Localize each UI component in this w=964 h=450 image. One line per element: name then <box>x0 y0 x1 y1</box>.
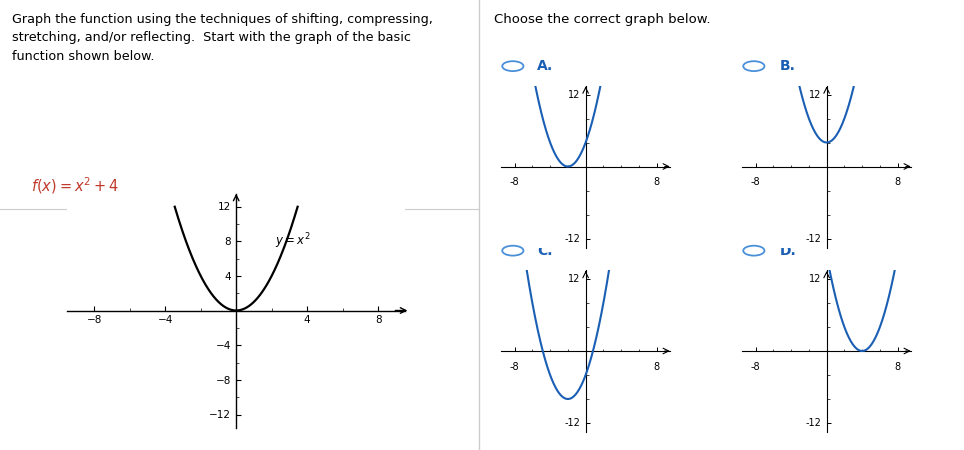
Text: -8: -8 <box>510 177 520 187</box>
Text: 8: 8 <box>654 362 659 372</box>
Text: 8: 8 <box>895 177 900 187</box>
Text: $\mathit{y = x^2}$: $\mathit{y = x^2}$ <box>276 232 310 251</box>
Text: -8: -8 <box>510 362 520 372</box>
Text: -8: -8 <box>751 362 761 372</box>
Text: D.: D. <box>780 243 796 258</box>
Text: -12: -12 <box>565 418 580 428</box>
Text: 12: 12 <box>568 274 580 284</box>
Text: A.: A. <box>537 59 553 73</box>
Text: -12: -12 <box>806 418 821 428</box>
Text: -12: -12 <box>565 234 580 243</box>
Text: 12: 12 <box>809 90 821 99</box>
Text: C.: C. <box>537 243 552 258</box>
Text: Graph the function using the techniques of shifting, compressing,
stretching, an: Graph the function using the techniques … <box>12 14 433 63</box>
Text: Choose the correct graph below.: Choose the correct graph below. <box>494 14 710 27</box>
Text: -12: -12 <box>806 234 821 243</box>
Text: 12: 12 <box>809 274 821 284</box>
Text: 8: 8 <box>654 177 659 187</box>
Text: 8: 8 <box>895 362 900 372</box>
Text: 12: 12 <box>568 90 580 99</box>
Text: -8: -8 <box>751 177 761 187</box>
Text: $\mathit{f(x) = x^2 + 4}$: $\mathit{f(x) = x^2 + 4}$ <box>31 176 119 196</box>
Text: B.: B. <box>780 59 795 73</box>
